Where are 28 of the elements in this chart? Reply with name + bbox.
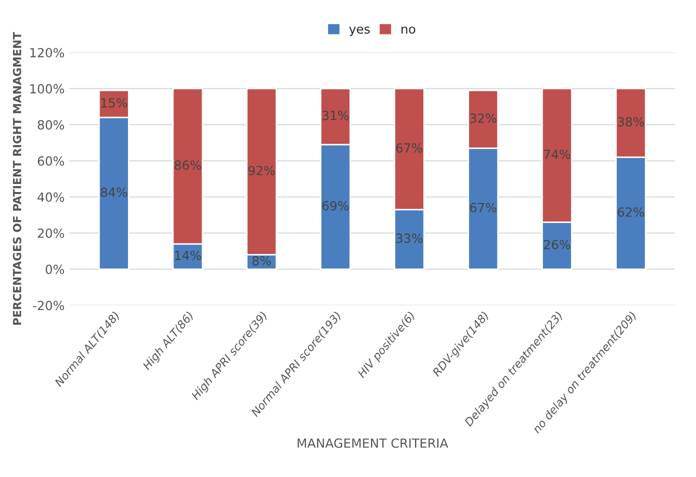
y-tick-label: 60% — [38, 156, 64, 166]
data-label: 15% — [101, 98, 128, 108]
data-label: 86% — [174, 160, 201, 170]
data-label: 32% — [470, 113, 496, 123]
legend-label: no — [402, 26, 416, 34]
y-tick-label: 120% — [30, 48, 64, 58]
legend-label: yes — [349, 26, 370, 36]
data-label: 38% — [618, 117, 644, 127]
data-label: 62% — [618, 207, 644, 217]
data-label: 69% — [322, 201, 349, 210]
data-label: 33% — [396, 234, 422, 243]
y-tick-label: 80% — [38, 120, 64, 130]
data-label: 31% — [322, 110, 349, 120]
y-tick-label: 100% — [30, 84, 64, 94]
data-label: 92% — [248, 166, 275, 176]
data-label: 74% — [544, 150, 570, 160]
y-axis-title: PERCENTAGES OF PATIENT RIGHT MANAGMENT — [12, 32, 22, 325]
y-tick-label: -20% — [33, 300, 64, 310]
y-tick-label: 20% — [38, 228, 64, 238]
data-label: 26% — [544, 240, 570, 250]
y-tick-label: 0% — [46, 264, 64, 274]
x-axis-title: MANAGEMENT CRITERIA — [298, 438, 448, 448]
data-label: 8% — [252, 256, 271, 266]
y-tick-label: 40% — [38, 192, 64, 202]
data-label: 84% — [100, 187, 128, 197]
data-label: 67% — [470, 202, 496, 212]
data-label: 14% — [175, 250, 201, 260]
data-label: 67% — [396, 143, 422, 153]
